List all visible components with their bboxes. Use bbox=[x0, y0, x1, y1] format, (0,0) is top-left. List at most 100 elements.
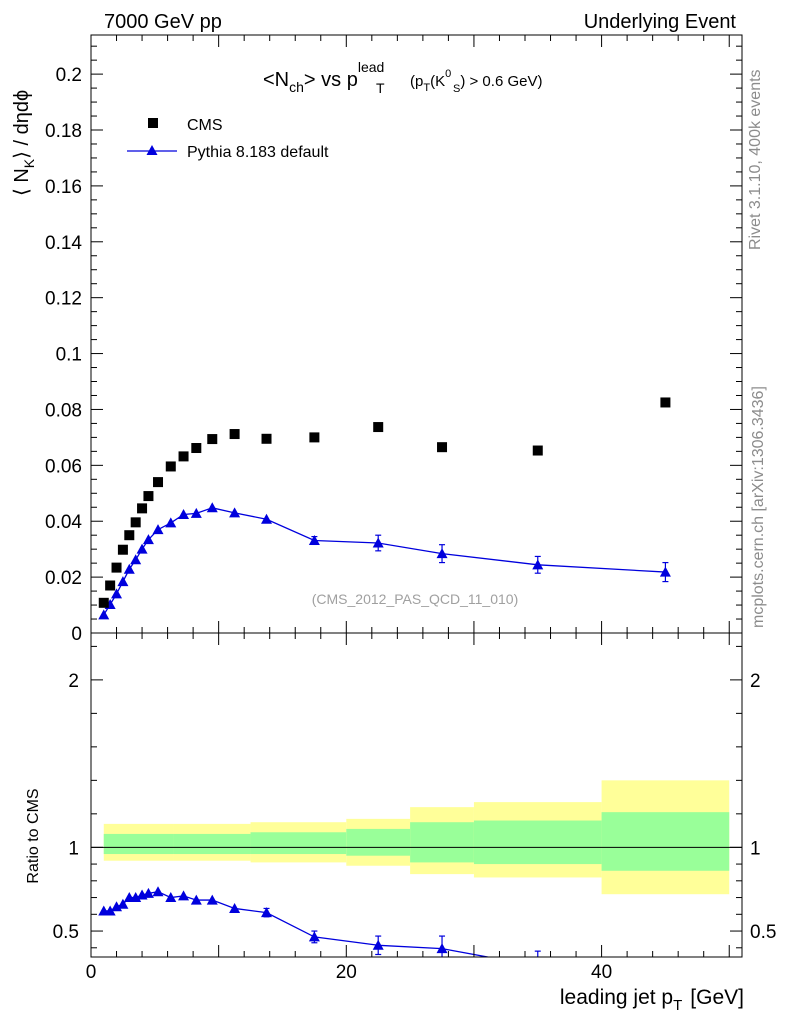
y-tick-label: 0.06 bbox=[45, 456, 82, 477]
y-tick-label: 0.08 bbox=[45, 400, 82, 421]
cms-point bbox=[229, 429, 240, 440]
ratio-point bbox=[261, 907, 273, 918]
ratio-panel: 0.5 0.5 1 1 2 2 0 20 40 Ratio to CMS leading je… bbox=[25, 632, 777, 1014]
ratio-y-tick-label-right: 1 bbox=[750, 838, 761, 859]
ratio-point bbox=[165, 892, 177, 903]
ratio-point bbox=[532, 961, 543, 971]
legend-marker-cms bbox=[148, 118, 158, 128]
legend: CMS Pythia 8.183 default bbox=[127, 117, 329, 161]
ratio-y-tick-label-right: 0.5 bbox=[750, 922, 776, 943]
cms-point bbox=[117, 544, 128, 555]
y-tick-label: 0.16 bbox=[45, 177, 82, 198]
ratio-point bbox=[104, 905, 116, 916]
stat-band bbox=[601, 812, 730, 871]
pythia-point bbox=[98, 609, 110, 620]
cms-point bbox=[143, 491, 154, 502]
ratio-panel-y-tick-labels: 0.5 0.5 1 1 2 2 bbox=[53, 671, 777, 943]
ratio-y-tick-label: 2 bbox=[68, 671, 79, 692]
cms-point bbox=[111, 562, 122, 573]
cms-point bbox=[660, 397, 671, 408]
pythia-point bbox=[142, 534, 154, 545]
ratio-point bbox=[178, 890, 190, 901]
ratio-point bbox=[111, 901, 123, 912]
cms-point bbox=[105, 580, 116, 591]
y-tick-label: 0.04 bbox=[45, 512, 82, 533]
main-panel-y-tick-labels: 0 0.02 0.04 0.06 0.08 0.1 0.12 0.14 0.16 0.18 0.2 bbox=[45, 65, 82, 645]
cms-point bbox=[373, 422, 384, 433]
ratio-point bbox=[117, 898, 129, 909]
mcplots-label: mcplots.cern.ch [arXiv:1306.3436] bbox=[750, 386, 767, 628]
cms-point bbox=[124, 530, 135, 541]
cms-point bbox=[178, 451, 189, 462]
cms-point bbox=[532, 445, 543, 456]
ratio-y-tick-label-right: 2 bbox=[750, 671, 761, 692]
ratio-point bbox=[142, 887, 154, 898]
ratio-point bbox=[436, 943, 448, 954]
main-panel-ticks bbox=[90, 35, 742, 634]
stat-band bbox=[473, 820, 602, 865]
ratio-point bbox=[372, 939, 384, 950]
y-tick-label: 0 bbox=[71, 624, 82, 645]
stat-band bbox=[346, 828, 411, 856]
ratio-point bbox=[308, 931, 320, 942]
legend-marker-pythia bbox=[146, 145, 158, 155]
pythia-point bbox=[136, 543, 148, 554]
pythia-point bbox=[659, 566, 671, 577]
chart-title: <Nch> vs plead T (pT(K0S) > 0.6 GeV) bbox=[263, 59, 542, 96]
stat-band bbox=[173, 833, 251, 855]
cms-point bbox=[130, 517, 141, 528]
y-tick-label: 0.12 bbox=[45, 289, 82, 310]
ratio-point bbox=[190, 894, 202, 905]
main-y-axis-label: ⟨ NK⟩ / dηdϕ bbox=[11, 90, 37, 196]
pythia-point bbox=[229, 507, 241, 518]
pythia-point bbox=[261, 513, 273, 524]
ratio-point bbox=[130, 892, 142, 903]
ratio-panel-x-tick-labels: 0 20 40 bbox=[86, 962, 612, 983]
pythia-point bbox=[178, 509, 190, 520]
y-tick-label: 0.2 bbox=[56, 65, 82, 86]
pythia-point bbox=[372, 537, 384, 548]
y-tick-label: 0.18 bbox=[45, 121, 82, 142]
pythia-point bbox=[111, 588, 123, 599]
cms-point bbox=[437, 442, 448, 453]
legend-label-pythia: Pythia 8.183 default bbox=[187, 144, 329, 161]
pythia-point bbox=[117, 576, 129, 587]
cms-point bbox=[191, 443, 202, 454]
cms-point bbox=[98, 597, 109, 608]
ratio-y-axis-label: Ratio to CMS bbox=[25, 788, 42, 883]
stat-band bbox=[250, 832, 347, 855]
pythia-point bbox=[436, 548, 448, 559]
header-right: Underlying Event bbox=[584, 11, 737, 33]
x-tick-label: 20 bbox=[336, 962, 357, 983]
x-axis-label: leading jet pT [GeV] bbox=[560, 986, 744, 1014]
cms-point bbox=[207, 434, 218, 445]
ratio-point bbox=[229, 902, 241, 913]
y-tick-label: 0.14 bbox=[45, 233, 82, 254]
ratio-panel-ticks bbox=[90, 633, 742, 957]
pythia-point bbox=[532, 559, 544, 570]
ratio-panel-frame bbox=[90, 632, 743, 958]
ratio-point bbox=[152, 886, 164, 897]
ratio-y-tick-label: 1 bbox=[68, 838, 79, 859]
x-tick-label: 40 bbox=[591, 962, 612, 983]
pythia-point bbox=[123, 563, 135, 574]
ratio-uncertainty-bands bbox=[103, 780, 730, 895]
pythia-point bbox=[190, 507, 202, 518]
cms-point bbox=[309, 432, 320, 443]
pythia-point bbox=[152, 524, 164, 535]
pythia-point bbox=[130, 554, 142, 565]
pythia-point bbox=[165, 517, 177, 528]
main-panel: 00.020.040.060.080.10.120.140.160.180.2 … bbox=[11, 34, 743, 645]
rivet-version-label: Rivet 3.1.10, 400k events bbox=[747, 69, 764, 250]
x-tick-label: 0 bbox=[86, 962, 97, 983]
cms-point bbox=[137, 503, 148, 514]
ratio-panel-data bbox=[91, 846, 742, 971]
ratio-y-tick-label: 0.5 bbox=[53, 922, 79, 943]
pythia-point bbox=[308, 535, 320, 546]
header-left: 7000 GeV pp bbox=[104, 11, 222, 33]
stat-band bbox=[103, 833, 174, 855]
cms-point bbox=[261, 433, 272, 444]
analysis-watermark: (CMS_2012_PAS_QCD_11_010) bbox=[312, 591, 519, 607]
legend-label-cms: CMS bbox=[187, 117, 223, 134]
